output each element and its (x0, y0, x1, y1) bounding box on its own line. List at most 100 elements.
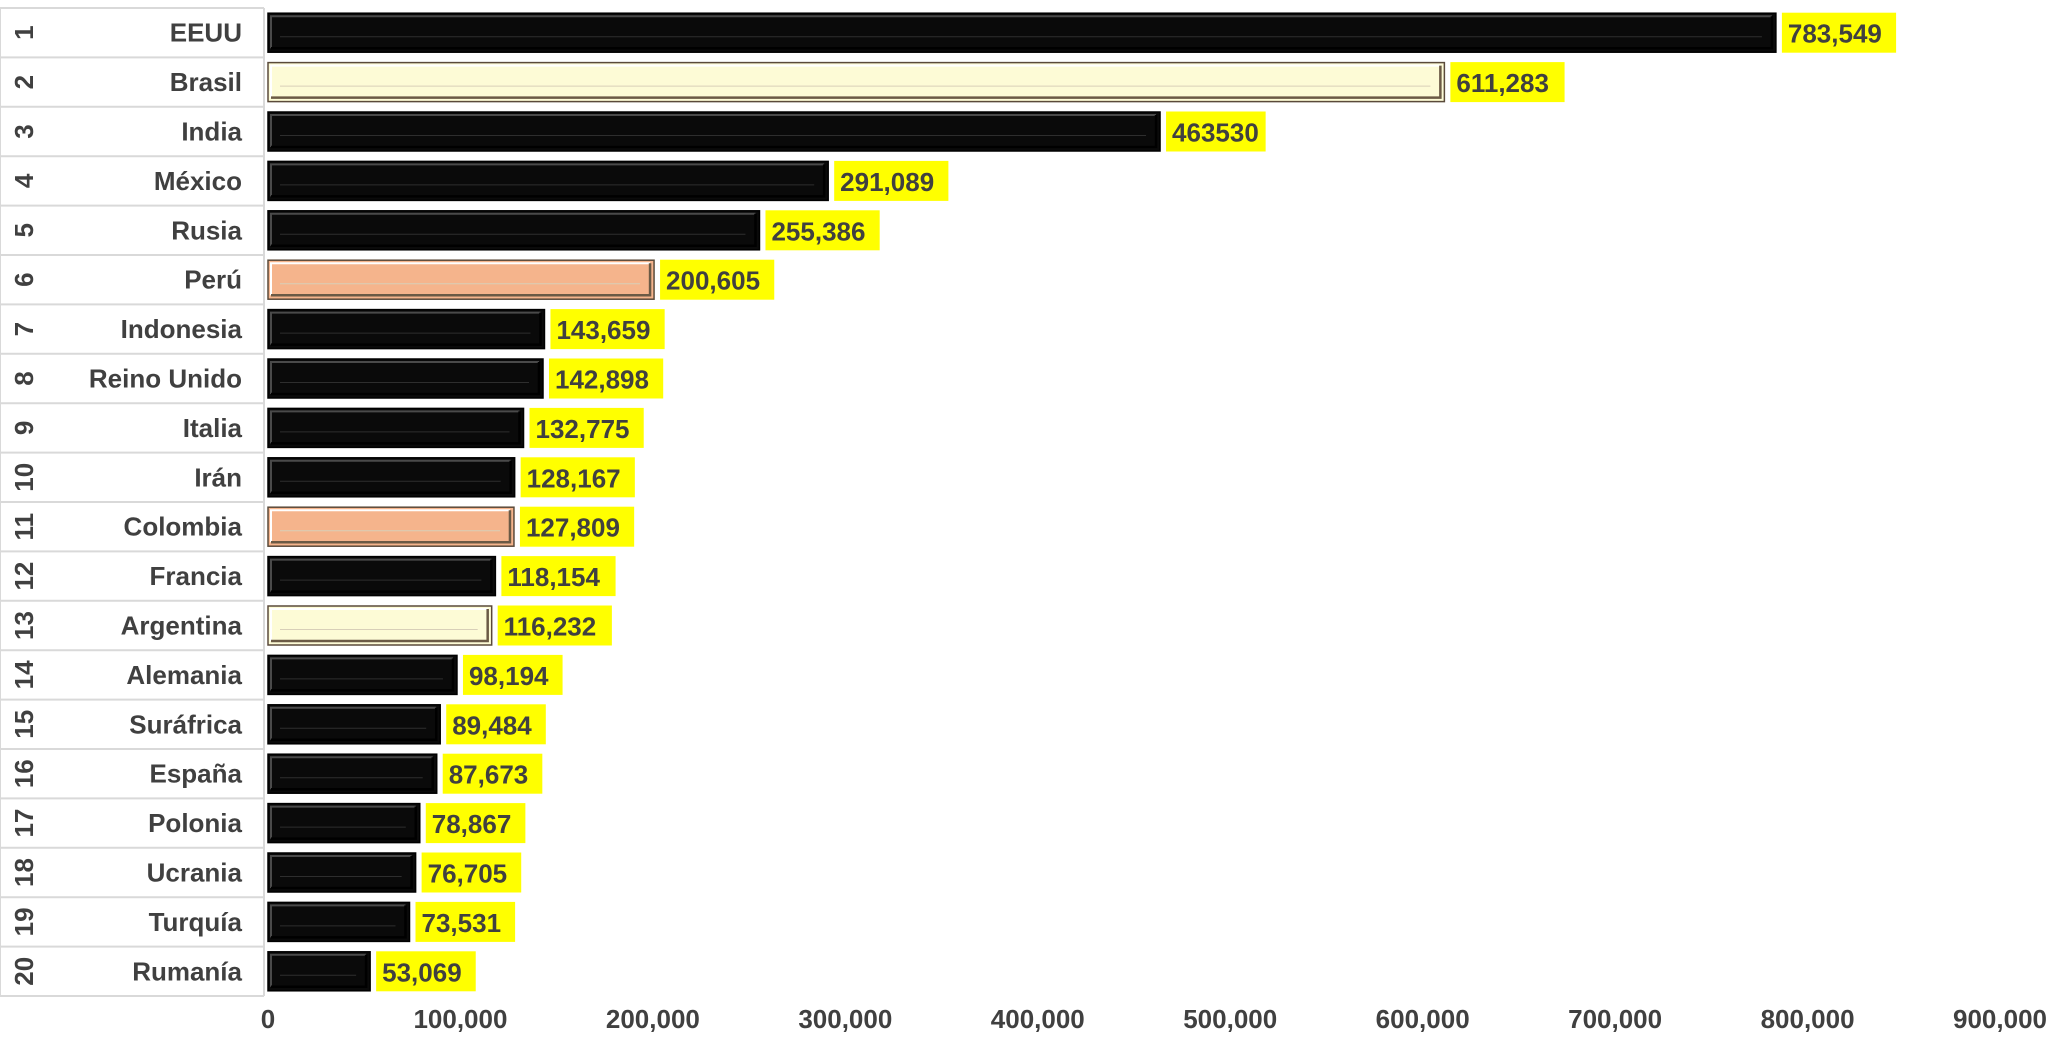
bar-row: 17 Polonia 78,867 (9, 802, 526, 844)
data-label: 611,283 (1450, 62, 1565, 103)
bar (267, 802, 421, 844)
rank-label: 20 (9, 957, 39, 986)
category-label: Irán (194, 462, 242, 492)
bar-row: 20 Rumanía 53,069 (9, 951, 476, 992)
rank-label: 7 (9, 322, 39, 336)
x-tick-label: 500,000 (1183, 1004, 1277, 1034)
bar-row: 11 Colombia 127,809 (9, 506, 635, 547)
x-tick-label: 600,000 (1376, 1004, 1470, 1034)
bar (267, 457, 516, 498)
bar-row: 9 Italia 132,775 (9, 407, 644, 449)
bar-row: 10 Irán 128,167 (9, 457, 635, 498)
x-tick-label: 800,000 (1761, 1004, 1855, 1034)
category-label: Alemania (126, 660, 242, 690)
bar-row: 7 Indonesia 143,659 (9, 308, 665, 350)
data-label: 291,089 (834, 160, 949, 201)
data-label: 142,898 (548, 358, 664, 399)
category-label: Rumanía (132, 956, 242, 986)
rank-label: 17 (9, 809, 39, 838)
bar (267, 753, 438, 794)
category-label: Rusia (171, 215, 242, 245)
data-label-text: 291,089 (840, 167, 934, 197)
data-label: 200,605 (660, 259, 775, 300)
category-label: EEUU (170, 18, 242, 48)
category-label: Italia (183, 413, 243, 443)
data-label-text: 98,194 (469, 661, 549, 691)
bar (267, 555, 497, 597)
rank-label: 14 (9, 660, 39, 689)
rank-label: 6 (9, 272, 39, 286)
data-label: 89,484 (446, 704, 546, 745)
rank-label: 16 (9, 759, 39, 788)
data-label-text: 87,673 (449, 760, 529, 790)
data-label-text: 128,167 (527, 463, 621, 493)
bar-row: 16 España 87,673 (9, 753, 543, 794)
x-axis-ticks: 0 100,000 200,000 300,000 400,000 500,000 600,… (261, 1004, 2047, 1034)
rank-label: 2 (9, 75, 39, 89)
data-label-text: 118,154 (507, 562, 600, 592)
bar (267, 111, 1161, 152)
category-label: España (150, 759, 243, 789)
data-label-text: 783,549 (1788, 19, 1882, 49)
x-tick-label: 700,000 (1568, 1004, 1662, 1034)
data-label: 78,867 (425, 803, 526, 844)
rank-label: 3 (9, 124, 39, 138)
x-tick-label: 100,000 (413, 1004, 507, 1034)
bar (267, 259, 655, 300)
data-label: 87,673 (442, 753, 543, 794)
bar (267, 704, 441, 745)
category-label: India (181, 117, 242, 147)
bars: 1 EEUU 783,549 2 Brasil 611,283 3 India 463530 4 M… (9, 12, 1897, 992)
bar (267, 901, 411, 943)
bar (267, 506, 515, 547)
bar (267, 358, 544, 399)
x-tick-label: 200,000 (606, 1004, 700, 1034)
data-label-text: 73,531 (422, 908, 502, 938)
bar (267, 605, 493, 646)
data-label: 132,775 (529, 407, 644, 448)
bar-row: 14 Alemania 98,194 (9, 654, 563, 696)
category-label: Polonia (148, 808, 242, 838)
data-label: 116,232 (497, 605, 612, 646)
category-label: México (154, 166, 242, 196)
data-label-text: 132,775 (536, 414, 630, 444)
data-label: 128,167 (520, 457, 635, 498)
bar-row: 3 India 463530 (9, 111, 1266, 152)
bar (267, 308, 546, 350)
data-label-text: 255,386 (771, 216, 865, 246)
category-label: Brasil (170, 67, 242, 97)
category-table (0, 7, 265, 997)
data-label-text: 200,605 (666, 266, 760, 296)
data-label: 783,549 (1781, 12, 1897, 53)
category-label: Colombia (124, 512, 243, 542)
data-label: 143,659 (550, 309, 665, 350)
data-label: 118,154 (501, 556, 616, 597)
rank-label: 5 (9, 223, 39, 237)
data-label: 255,386 (765, 210, 880, 251)
bar-row: 13 Argentina 116,232 (9, 605, 612, 646)
data-label-text: 127,809 (526, 513, 620, 543)
data-label: 98,194 (462, 654, 563, 695)
data-label-text: 143,659 (556, 315, 650, 345)
bar (267, 951, 371, 992)
x-tick-label: 400,000 (991, 1004, 1085, 1034)
data-label-text: 116,232 (504, 612, 597, 642)
bar-row: 19 Turquía 73,531 (9, 901, 516, 943)
x-tick-label: 0 (261, 1004, 275, 1034)
bar (267, 852, 417, 893)
category-label: Indonesia (121, 314, 243, 344)
rank-label: 12 (9, 562, 39, 591)
bar-row: 8 Reino Unido 142,898 (9, 358, 664, 399)
data-label: 463530 (1166, 111, 1266, 152)
rank-label: 4 (9, 173, 39, 188)
category-label: Reino Unido (89, 364, 242, 394)
bar (267, 407, 525, 449)
data-label-text: 53,069 (382, 957, 462, 987)
bar (267, 61, 1446, 103)
bar (267, 210, 761, 251)
data-label-text: 463530 (1172, 118, 1259, 148)
bar-row: 1 EEUU 783,549 (9, 12, 1897, 53)
bar-row: 15 Suráfrica 89,484 (9, 704, 546, 745)
category-label: Ucrania (147, 858, 243, 888)
